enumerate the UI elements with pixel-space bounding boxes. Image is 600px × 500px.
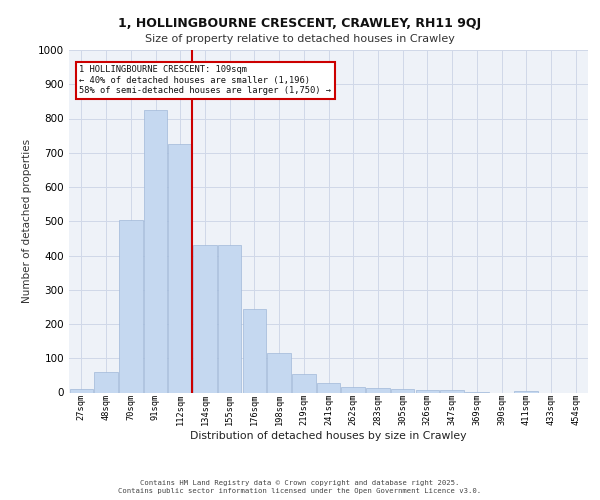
Text: Size of property relative to detached houses in Crawley: Size of property relative to detached ho… — [145, 34, 455, 44]
Text: 1, HOLLINGBOURNE CRESCENT, CRAWLEY, RH11 9QJ: 1, HOLLINGBOURNE CRESCENT, CRAWLEY, RH11… — [118, 18, 482, 30]
Bar — [416, 390, 439, 392]
Bar — [193, 245, 217, 392]
Bar — [94, 372, 118, 392]
Bar — [366, 388, 389, 392]
X-axis label: Distribution of detached houses by size in Crawley: Distribution of detached houses by size … — [190, 431, 467, 441]
Bar — [144, 110, 167, 393]
Y-axis label: Number of detached properties: Number of detached properties — [22, 139, 32, 304]
Text: 1 HOLLINGBOURNE CRESCENT: 109sqm
← 40% of detached houses are smaller (1,196)
58: 1 HOLLINGBOURNE CRESCENT: 109sqm ← 40% o… — [79, 66, 331, 95]
Bar — [440, 390, 464, 392]
Bar — [218, 245, 241, 392]
Text: Contains HM Land Registry data © Crown copyright and database right 2025.
Contai: Contains HM Land Registry data © Crown c… — [118, 480, 482, 494]
Bar — [341, 388, 365, 392]
Bar — [268, 353, 291, 393]
Bar — [242, 308, 266, 392]
Bar — [119, 220, 143, 392]
Bar — [292, 374, 316, 392]
Bar — [70, 389, 93, 392]
Bar — [514, 391, 538, 392]
Bar — [391, 389, 415, 392]
Bar — [317, 383, 340, 392]
Bar — [169, 144, 192, 392]
